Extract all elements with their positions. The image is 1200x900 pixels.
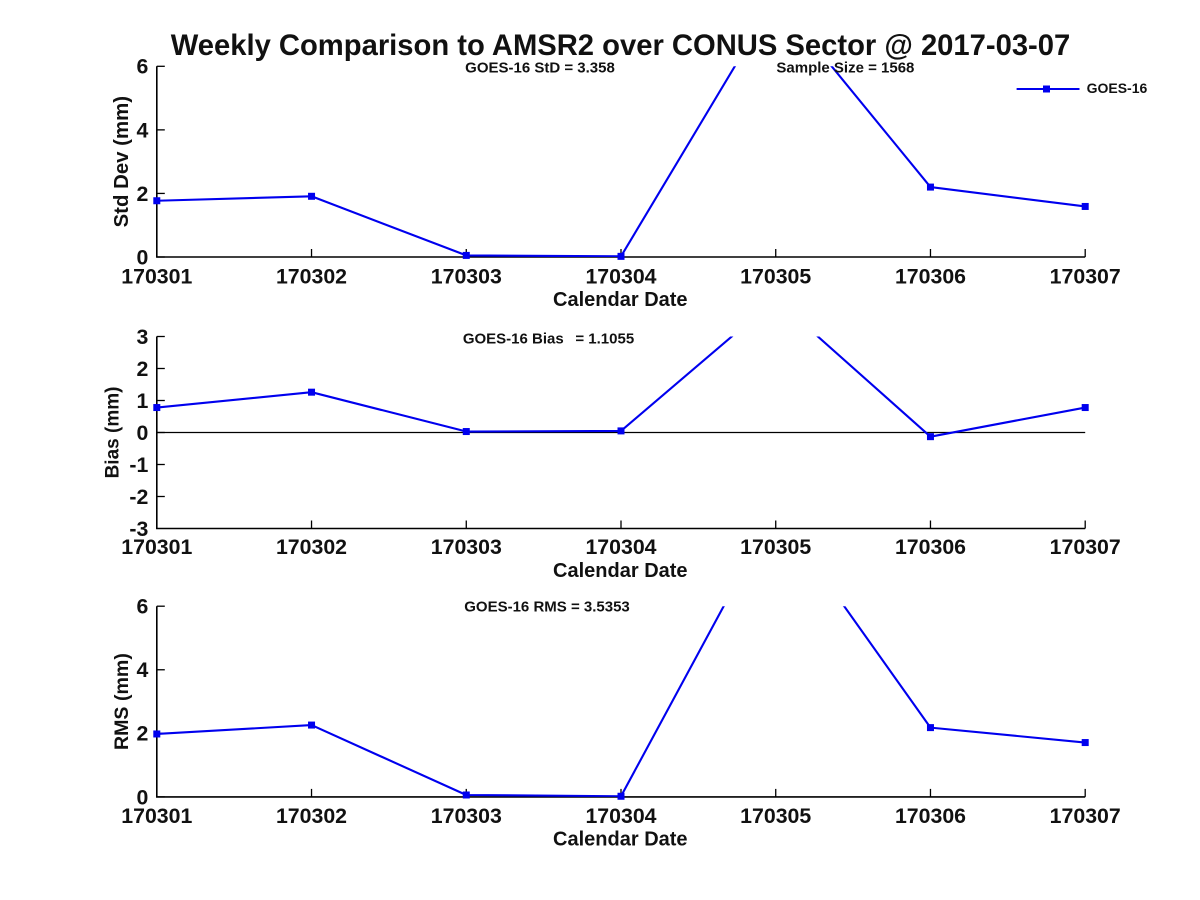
svg-text:0: 0: [136, 421, 148, 445]
svg-text:Calendar Date: Calendar Date: [553, 289, 688, 311]
svg-text:2: 2: [136, 722, 148, 746]
svg-text:170303: 170303: [431, 535, 502, 559]
svg-text:6: 6: [136, 595, 148, 619]
svg-text:Sample Size = 1568: Sample Size = 1568: [776, 59, 914, 76]
svg-text:3: 3: [136, 325, 148, 349]
svg-text:0: 0: [136, 245, 148, 269]
svg-text:Calendar Date: Calendar Date: [553, 829, 688, 851]
svg-text:Weekly Comparison to AMSR2 ove: Weekly Comparison to AMSR2 over CONUS Se…: [171, 30, 1071, 62]
svg-text:170303: 170303: [431, 264, 502, 288]
svg-text:170301: 170301: [121, 264, 192, 288]
svg-text:0: 0: [136, 785, 148, 809]
svg-text:6: 6: [136, 55, 148, 79]
svg-text:2: 2: [136, 182, 148, 206]
svg-text:170301: 170301: [121, 535, 192, 559]
svg-text:GOES-16: GOES-16: [1087, 80, 1148, 96]
svg-text:170301: 170301: [121, 804, 192, 828]
svg-text:170302: 170302: [276, 804, 347, 828]
svg-text:170307: 170307: [1050, 804, 1121, 828]
svg-text:GOES-16 RMS = 3.5353: GOES-16 RMS = 3.5353: [464, 599, 630, 616]
svg-text:2: 2: [136, 357, 148, 381]
svg-text:170302: 170302: [276, 264, 347, 288]
svg-text:170307: 170307: [1050, 264, 1121, 288]
svg-text:4: 4: [136, 118, 148, 142]
svg-text:170305: 170305: [740, 804, 811, 828]
svg-text:170305: 170305: [740, 535, 811, 559]
svg-text:170304: 170304: [585, 535, 656, 559]
svg-text:170304: 170304: [585, 264, 656, 288]
svg-text:170306: 170306: [895, 264, 966, 288]
svg-text:-1: -1: [129, 453, 148, 477]
svg-text:170307: 170307: [1050, 535, 1121, 559]
svg-text:Bias (mm): Bias (mm): [103, 387, 124, 479]
svg-text:-2: -2: [129, 485, 148, 509]
svg-text:GOES-16 StD = 3.358: GOES-16 StD = 3.358: [465, 59, 615, 76]
svg-text:4: 4: [136, 658, 148, 682]
svg-text:Std Dev (mm): Std Dev (mm): [111, 96, 133, 227]
svg-text:RMS (mm): RMS (mm): [111, 653, 133, 750]
svg-text:-3: -3: [129, 517, 148, 541]
svg-text:1: 1: [136, 389, 148, 413]
svg-text:GOES-16 Bias = 1.1055: GOES-16 Bias = 1.1055: [463, 331, 634, 348]
svg-text:170304: 170304: [585, 804, 656, 828]
svg-text:170302: 170302: [276, 535, 347, 559]
svg-text:170306: 170306: [895, 804, 966, 828]
svg-text:170303: 170303: [431, 804, 502, 828]
svg-text:170306: 170306: [895, 535, 966, 559]
svg-text:Calendar Date: Calendar Date: [553, 560, 688, 582]
svg-text:170305: 170305: [740, 264, 811, 288]
